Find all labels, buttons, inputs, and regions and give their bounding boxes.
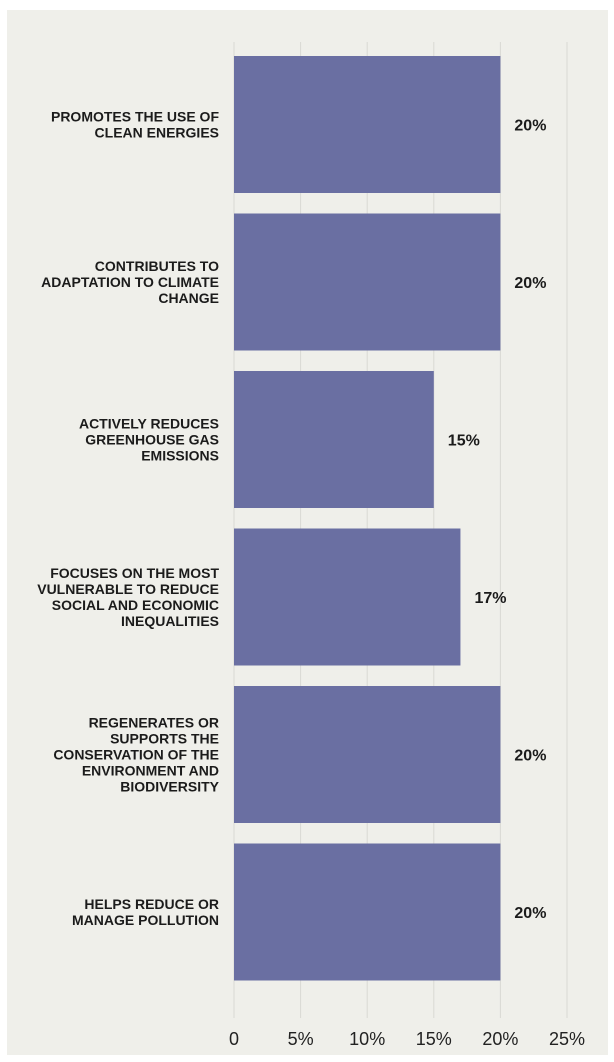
- x-tick-label: 10%: [349, 1029, 385, 1049]
- bar-chart: PROMOTES THE USE OF CLEAN ENERGIES CONTRIB…: [37, 42, 585, 1049]
- category-label: ACTIVELY REDUCES GREENHOUSE GAS EMISSIONS: [79, 416, 219, 464]
- data-labels: 20% 20% 15% 17% 20% 20%: [448, 118, 547, 923]
- data-label: 17%: [474, 590, 506, 607]
- x-tick-label: 25%: [549, 1029, 585, 1049]
- x-tick-label: 20%: [482, 1029, 518, 1049]
- x-axis-ticks: 0 5% 10% 15% 20% 25%: [229, 1029, 585, 1049]
- x-tick-label: 15%: [416, 1029, 452, 1049]
- category-label: FOCUSES ON THE MOST VULNERABLE TO REDUCE S…: [37, 565, 219, 629]
- data-label: 20%: [514, 275, 546, 292]
- bar: [234, 686, 501, 823]
- category-label: PROMOTES THE USE OF CLEAN ENERGIES: [51, 109, 219, 141]
- bar: [234, 528, 461, 666]
- bar: [234, 213, 501, 351]
- category-label: CONTRIBUTES TO ADAPTATION TO CLIMATE CHANG…: [41, 258, 219, 306]
- chart-panel: PROMOTES THE USE OF CLEAN ENERGIES CONTRIB…: [7, 10, 608, 1055]
- data-label: 20%: [514, 905, 546, 922]
- bar: [234, 56, 501, 193]
- category-label: HELPS REDUCE OR MANAGE POLLUTION: [72, 896, 219, 928]
- bar: [234, 371, 434, 508]
- bars: [234, 56, 501, 981]
- category-label: REGENERATES OR SUPPORTS THE CONSERVATION O…: [53, 715, 219, 795]
- data-label: 20%: [514, 118, 546, 135]
- x-tick-label: 5%: [288, 1029, 314, 1049]
- data-label: 20%: [514, 748, 546, 765]
- x-tick-label: 0: [229, 1029, 239, 1049]
- bar: [234, 843, 501, 981]
- data-label: 15%: [448, 433, 480, 450]
- category-labels: PROMOTES THE USE OF CLEAN ENERGIES CONTRIB…: [37, 109, 219, 929]
